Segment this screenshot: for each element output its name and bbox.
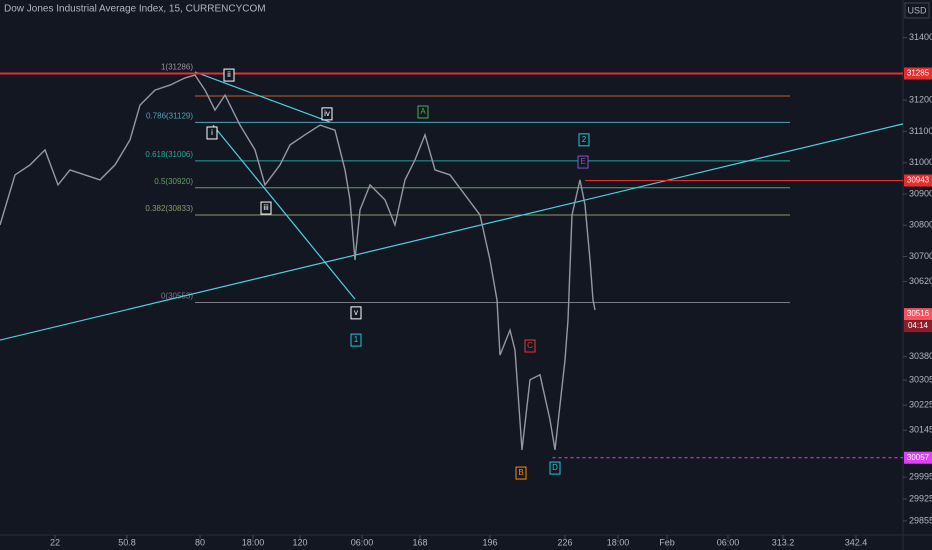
price-badge [904,308,932,321]
price-badge-label: 30057 [907,453,930,462]
fib-level-label: 1(31286) [161,62,193,71]
y-tick-label: 31200 [909,94,932,104]
trendline [0,123,904,341]
wave-label: v [354,308,358,317]
y-tick-label: 31000 [909,157,932,167]
currency[interactable]: USD [907,5,927,15]
wave-label: D [552,463,558,472]
wave-label-box [321,107,333,121]
wave-label: A [420,107,426,116]
x-tick-label: 120 [292,537,307,547]
x-tick-label: 06:00 [351,537,374,547]
price-badge-label: 30516 [907,309,930,318]
wave-label-box [577,155,589,169]
y-tick-label: 30145 [909,425,932,435]
wave-label: C [527,341,533,350]
price-badge-label: 30943 [907,176,930,185]
x-tick-label: 80 [195,537,205,547]
price-badge [904,451,932,464]
wave-label-box [417,105,429,119]
y-tick-label: 29855 [909,515,932,525]
wave-label-box [350,306,362,320]
wave-label-box [350,333,362,347]
wave-label: i [211,128,213,137]
wave-label: 1 [354,335,359,344]
x-tick-label: 313.2 [772,537,795,547]
x-tick-label: Feb [659,537,675,547]
x-tick-label: 168 [412,537,427,547]
price-badge [904,174,932,187]
wave-label-box [260,201,272,215]
price-line-series [0,74,596,451]
x-tick-label: 196 [482,537,497,547]
y-tick-label: 30800 [909,220,932,230]
x-tick-label: 226 [557,537,572,547]
countdown-box [904,320,932,333]
y-tick-label: 30700 [909,251,932,261]
y-tick-label: 30380 [909,351,932,361]
wave-label-box [549,461,561,475]
price-badge-label: 31285 [907,69,930,78]
wave-label-box [524,339,536,353]
y-tick-label: 30900 [909,188,932,198]
x-tick-label: 06:00 [717,537,740,547]
wave-label-box [206,126,218,140]
currency-box[interactable] [904,2,930,19]
wave-label: iv [324,109,330,118]
chart-title: Dow Jones Industrial Average Index, 15, … [4,4,266,15]
fib-level-label: 0.618(31006) [145,150,193,159]
x-tick-label: 50.8 [118,537,136,547]
y-tick-label: 29925 [909,493,932,503]
wave-label: ii [227,70,231,79]
y-tick-label: 29995 [909,471,932,481]
wave-label: B [518,468,523,477]
trendline [194,71,331,123]
price-badge [904,67,932,80]
countdown: 04:14 [908,321,929,330]
wave-label-box [578,133,590,147]
wave-label: iii [263,203,269,212]
fib-level-label: 0.382(30833) [145,204,193,213]
y-tick-label: 31100 [909,126,932,136]
y-tick-label: 30305 [909,375,932,385]
y-tick-label: 31400 [909,32,932,42]
wave-label-box [223,68,235,82]
wave-label-box [515,466,527,480]
y-tick-label: 30225 [909,400,932,410]
wave-label: 2 [582,135,587,144]
trendline [212,124,356,300]
fib-level-label: 0.5(30920) [154,177,193,186]
fib-level-label: 0.786(31129) [146,111,193,120]
x-tick-label: 342.4 [845,537,868,547]
x-tick-label: 22 [50,537,60,547]
wave-label: E [580,157,585,166]
x-tick-label: 18:00 [607,537,630,547]
x-tick-label: 18:00 [242,537,265,547]
y-tick-label: 30620 [909,276,932,286]
fib-level-label: 0(30553) [161,292,193,301]
